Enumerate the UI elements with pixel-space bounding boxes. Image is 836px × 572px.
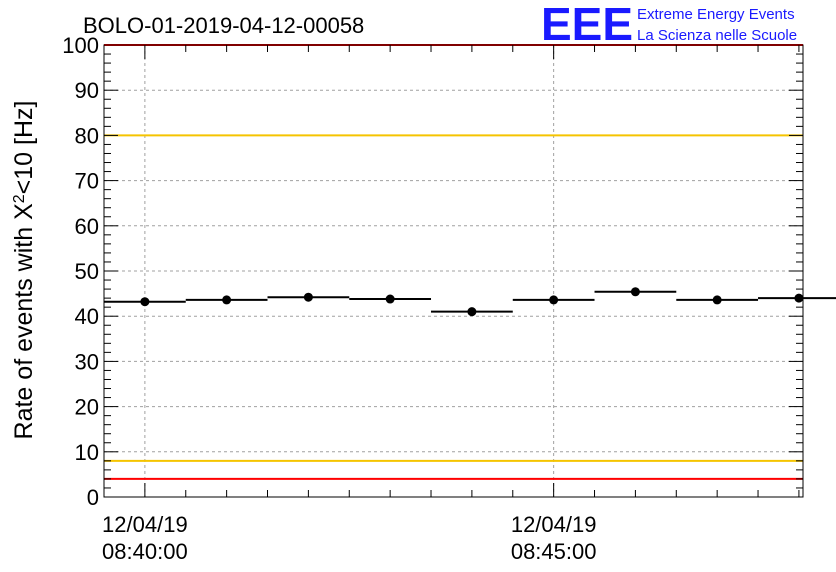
eee-logo-line1: Extreme Energy Events	[637, 6, 795, 23]
data-point	[140, 297, 150, 307]
reference-lines	[104, 44, 803, 480]
x-tick-label-date: 12/04/19	[102, 512, 188, 537]
y-axis-title: Rate of events with X2<10 [Hz]	[10, 101, 38, 440]
y-axis-title-prefix: Rate of events with X	[10, 203, 38, 440]
data-point	[549, 295, 559, 305]
y-tick-label: 0	[87, 485, 99, 510]
x-tick-label-time: 08:45:00	[511, 539, 597, 564]
y-axis-title-superscript: 2	[11, 194, 28, 203]
y-tick-label: 20	[75, 395, 99, 420]
y-axis-title-suffix: <10 [Hz]	[10, 101, 38, 195]
data-point	[222, 295, 232, 305]
data-point	[630, 287, 640, 297]
grid	[104, 45, 803, 497]
axes: 010203040506070809010012/04/1908:40:0012…	[62, 33, 804, 564]
chart-title: BOLO-01-2019-04-12-00058	[83, 13, 364, 38]
x-tick-label-time: 08:40:00	[102, 539, 188, 564]
data-point	[467, 307, 477, 317]
x-tick-label-date: 12/04/19	[511, 512, 597, 537]
data-point	[712, 295, 722, 305]
data-point	[303, 292, 313, 302]
y-tick-label: 30	[75, 349, 99, 374]
y-tick-label: 10	[75, 440, 99, 465]
y-tick-label: 90	[75, 78, 99, 103]
y-tick-label: 100	[62, 33, 99, 58]
eee-logo-mark: EEE	[541, 0, 633, 50]
y-tick-label: 60	[75, 214, 99, 239]
data-point	[385, 294, 395, 304]
y-tick-label: 80	[75, 123, 99, 148]
y-tick-label: 50	[75, 259, 99, 284]
y-tick-label: 70	[75, 169, 99, 194]
y-tick-label: 40	[75, 304, 99, 329]
eee-logo-line2: La Scienza nelle Scuole	[637, 27, 797, 44]
eee-logo: EEE Extreme Energy Events La Scienza nel…	[541, 0, 797, 50]
data-series	[104, 287, 836, 317]
